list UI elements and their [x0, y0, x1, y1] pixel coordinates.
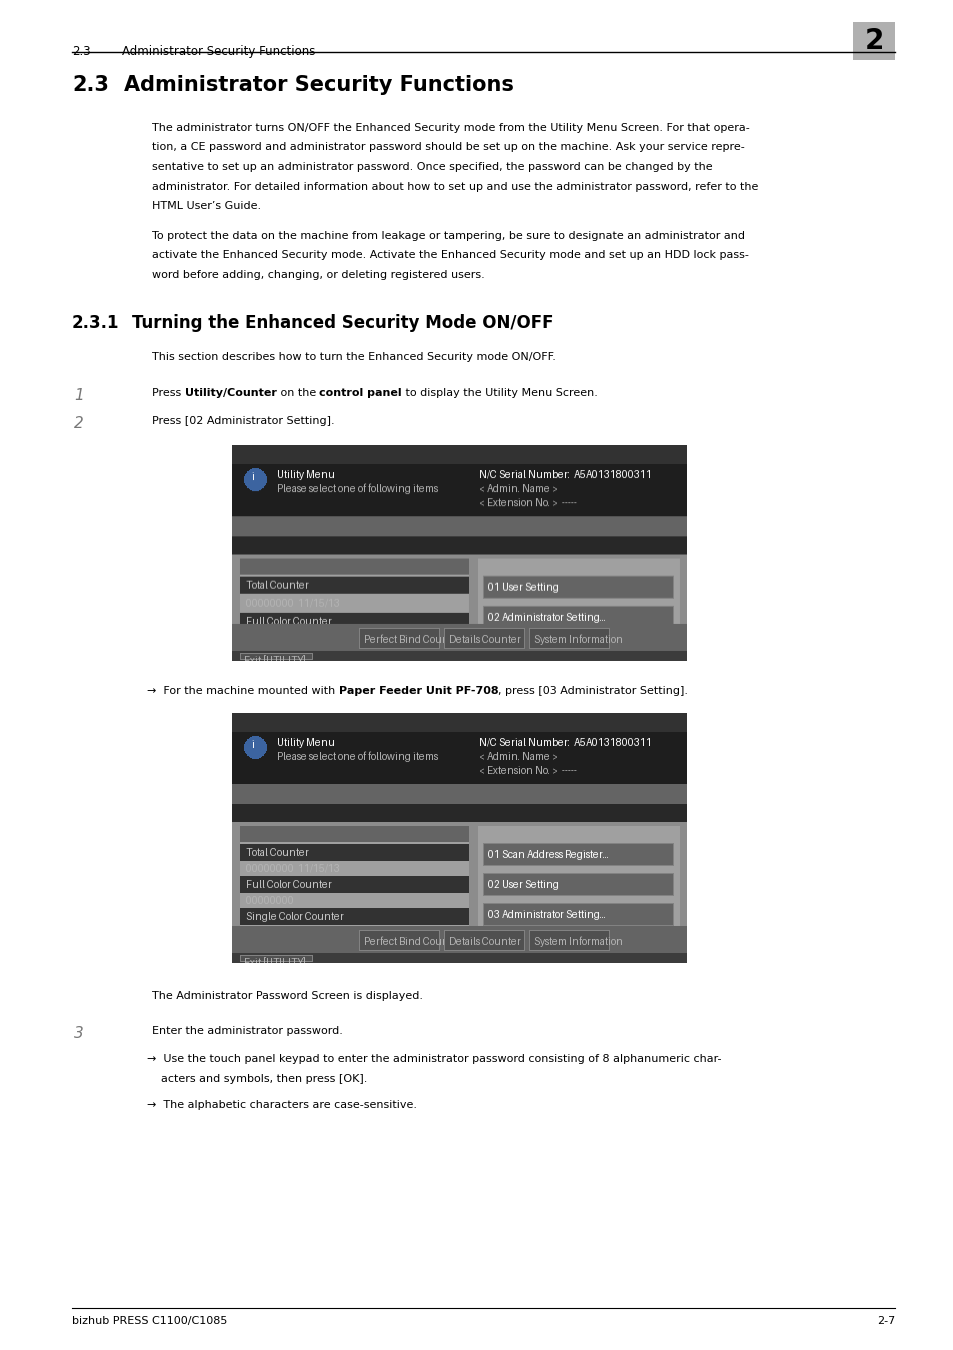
Text: HTML User’s Guide.: HTML User’s Guide.	[152, 201, 261, 211]
Text: 2.3.1: 2.3.1	[71, 315, 119, 332]
Text: administrator. For detailed information about how to set up and use the administ: administrator. For detailed information …	[152, 181, 758, 192]
Text: Administrator Security Functions: Administrator Security Functions	[122, 45, 315, 58]
Text: 3: 3	[74, 1026, 84, 1041]
Text: 2: 2	[863, 27, 882, 55]
Text: 2: 2	[74, 416, 84, 431]
Text: Utility/Counter: Utility/Counter	[185, 387, 276, 398]
Text: word before adding, changing, or deleting registered users.: word before adding, changing, or deletin…	[152, 270, 484, 279]
Text: , press [03 Administrator Setting].: , press [03 Administrator Setting].	[497, 686, 688, 697]
Text: 1: 1	[74, 387, 84, 404]
Text: Paper Feeder Unit PF-708: Paper Feeder Unit PF-708	[338, 686, 497, 697]
Text: Administrator Security Functions: Administrator Security Functions	[124, 76, 514, 95]
Bar	[852, 22, 894, 59]
Text: →  The alphabetic characters are case-sensitive.: → The alphabetic characters are case-sen…	[147, 1099, 416, 1110]
Text: control panel: control panel	[319, 387, 401, 398]
Text: activate the Enhanced Security mode. Activate the Enhanced Security mode and set: activate the Enhanced Security mode. Act…	[152, 250, 748, 261]
Text: 2.3: 2.3	[71, 45, 91, 58]
Text: The administrator turns ON/OFF the Enhanced Security mode from the Utility Menu : The administrator turns ON/OFF the Enhan…	[152, 123, 749, 134]
Text: to display the Utility Menu Screen.: to display the Utility Menu Screen.	[401, 387, 598, 398]
Text: Enter the administrator password.: Enter the administrator password.	[152, 1026, 342, 1035]
Text: acters and symbols, then press [OK].: acters and symbols, then press [OK].	[147, 1073, 367, 1084]
Text: 2.3: 2.3	[71, 76, 109, 95]
Text: This section describes how to turn the Enhanced Security mode ON/OFF.: This section describes how to turn the E…	[152, 352, 556, 362]
Text: Press [02 Administrator Setting].: Press [02 Administrator Setting].	[152, 416, 335, 427]
Text: bizhub PRESS C1100/C1085: bizhub PRESS C1100/C1085	[71, 1316, 227, 1326]
Text: on the: on the	[276, 387, 319, 398]
Text: →  For the machine mounted with: → For the machine mounted with	[147, 686, 338, 697]
Text: Turning the Enhanced Security Mode ON/OFF: Turning the Enhanced Security Mode ON/OF…	[132, 315, 553, 332]
Text: tion, a CE password and administrator password should be set up on the machine. : tion, a CE password and administrator pa…	[152, 143, 744, 153]
Text: To protect the data on the machine from leakage or tampering, be sure to designa: To protect the data on the machine from …	[152, 231, 744, 240]
Text: →  Use the touch panel keypad to enter the administrator password consisting of : → Use the touch panel keypad to enter th…	[147, 1054, 720, 1064]
Text: The Administrator Password Screen is displayed.: The Administrator Password Screen is dis…	[152, 991, 422, 1000]
Text: sentative to set up an administrator password. Once specified, the password can : sentative to set up an administrator pas…	[152, 162, 712, 171]
Text: Press: Press	[152, 387, 185, 398]
Text: 2-7: 2-7	[876, 1316, 894, 1326]
